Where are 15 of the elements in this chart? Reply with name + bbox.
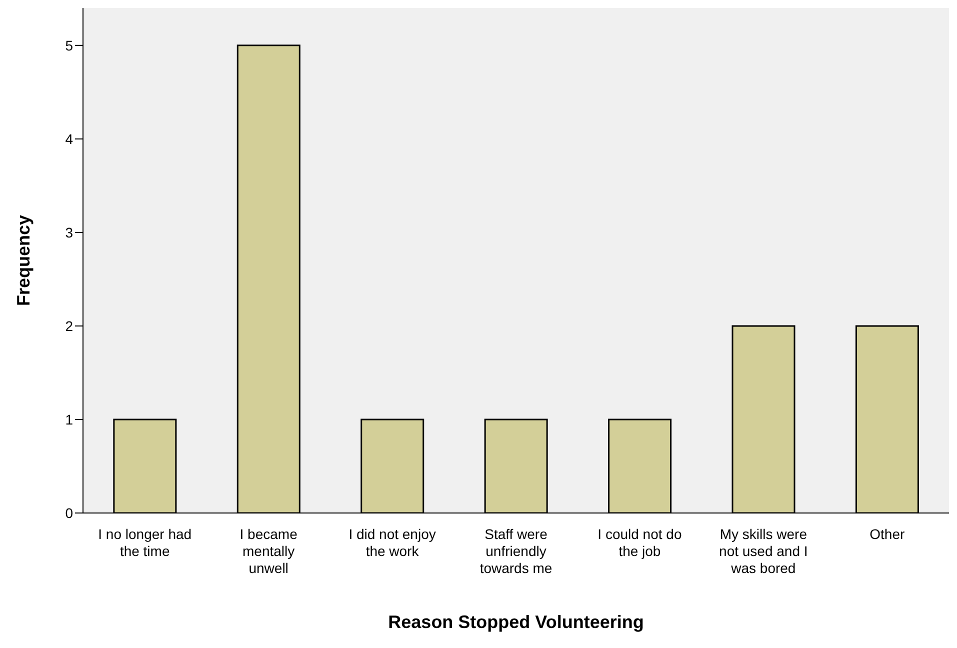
y-tick-label: 2 — [65, 318, 74, 334]
y-tick-label: 0 — [65, 504, 74, 521]
y-tick-label: 4 — [65, 130, 74, 147]
x-tick-label: My skills were not used and I was bored — [719, 526, 808, 576]
x-axis-title: Reason Stopped Volunteering — [388, 612, 644, 632]
x-tick-label: I became mentally unwell — [240, 526, 298, 576]
y-tick-label: 1 — [65, 411, 74, 428]
y-tick-label: 3 — [65, 224, 74, 240]
x-tick-label: I could not do the job — [598, 526, 682, 559]
y-tick-label: 5 — [65, 37, 74, 54]
x-tick-label: Staff were unfriendly towards me — [480, 526, 552, 576]
x-tick-label: I did not enjoy the work — [348, 526, 436, 559]
y-axis-title: Frequency — [13, 214, 34, 306]
x-tick-label: I no longer had the time — [98, 526, 192, 559]
x-tick-label: Other — [870, 526, 905, 542]
